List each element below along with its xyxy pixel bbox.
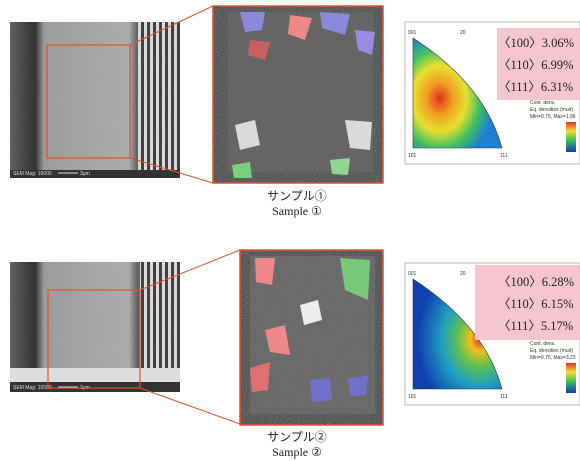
sem-image-1: SEM Mag: 10000 3μm: [10, 22, 180, 178]
label: Cont. dens.: [530, 341, 556, 347]
label: 001: [408, 30, 417, 36]
zoom-line: [140, 388, 240, 424]
label: 111: [500, 394, 508, 400]
ebsd-map-2: [240, 250, 383, 425]
caption-jp: サンプル②: [267, 430, 327, 444]
shape: [310, 378, 332, 402]
label: SEM Mag: 10000: [13, 171, 52, 177]
label: 〈110〉6.15%: [498, 297, 574, 311]
label: SEM Mag: 10000: [13, 385, 52, 391]
caption-en: Sample ①: [272, 204, 322, 218]
label: 20: [460, 30, 466, 36]
caption-en: Sample ②: [272, 445, 322, 459]
figure: SEM Mag: 10000 3μm 001 101 111 20 Cont. …: [0, 0, 580, 461]
pole-figure-2: 001 101 111 20 Cont. dens. Eq. densities…: [405, 263, 580, 405]
shape: [566, 363, 576, 393]
shape: [255, 258, 275, 285]
label: Min=0.75, Max=1.96: [530, 114, 576, 120]
label: 3μm: [80, 171, 90, 177]
label: 101: [408, 153, 417, 159]
label: 〈100〉6.28%: [498, 275, 574, 289]
label: 111: [500, 153, 508, 159]
label: 〈111〉6.31%: [498, 80, 573, 94]
label: 20: [460, 271, 466, 277]
label: 101: [408, 394, 417, 400]
caption-jp: サンプル①: [267, 189, 327, 203]
shape: [566, 122, 576, 152]
label: 001: [408, 271, 417, 277]
label: 〈110〉6.99%: [498, 58, 574, 72]
shape: [10, 368, 180, 382]
ebsd-map-1: [213, 6, 383, 183]
label: Cont. dens.: [530, 100, 556, 106]
label: 〈111〉5.17%: [498, 319, 573, 333]
label: 〈100〉3.06%: [498, 36, 574, 50]
label: Min=0.75, Max=3.23: [530, 355, 576, 361]
shape: [330, 158, 350, 175]
shape: [348, 376, 368, 396]
pole-figure-1: 001 101 111 20 Cont. dens. Eq. densities…: [405, 22, 580, 164]
label: Eq. densities (mud): [530, 348, 573, 354]
label: Eq. densities (mud): [530, 107, 573, 113]
sem-image-2: SEM Mag: 10000 3μm: [10, 262, 180, 392]
